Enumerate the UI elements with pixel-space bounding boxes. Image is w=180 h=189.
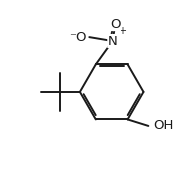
Text: N: N [108,35,118,47]
Text: ⁻O: ⁻O [69,31,87,44]
Text: OH: OH [154,119,174,132]
Text: +: + [118,26,126,36]
Text: O: O [110,18,121,31]
